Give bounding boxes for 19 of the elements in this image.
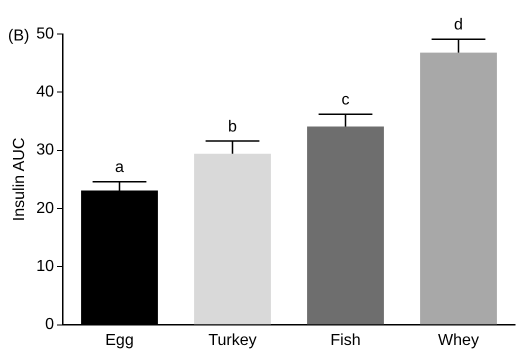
annotation: d [454,16,463,34]
x-tick-label: Egg [105,332,134,349]
x-tick-label: Whey [438,332,479,349]
y-axis-title: Insulin AUC [11,138,28,222]
y-tick-label: 0 [45,316,54,334]
x-tick-label: Turkey [208,332,257,349]
y-tick-label: 50 [36,25,54,42]
y-tick-label: 20 [36,200,54,217]
annotation: c [342,92,350,109]
y-tick-label: 10 [36,258,54,276]
text: (B) [8,27,30,44]
bar [194,154,271,324]
annotation: b [228,118,238,136]
annotation: a [115,159,124,176]
bar [307,126,384,324]
y-tick-label: 40 [36,84,54,101]
y-tick-label: 30 [36,142,54,159]
bar [420,52,497,324]
x-tick-label: Fish [330,332,361,349]
